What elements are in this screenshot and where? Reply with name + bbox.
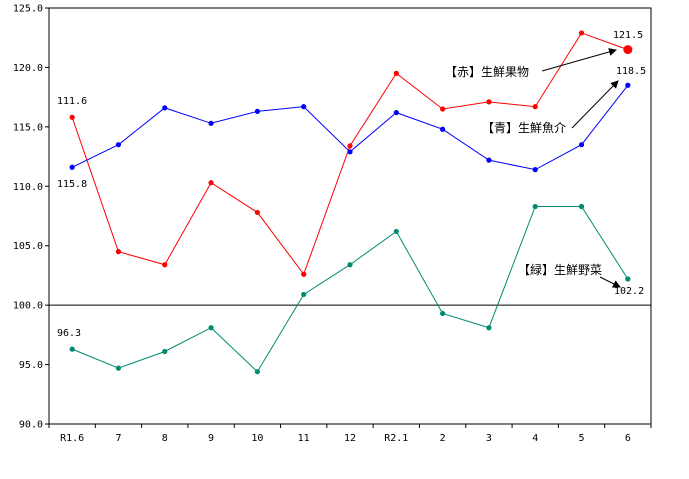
y-tick-label: 110.0 — [13, 182, 43, 193]
x-tick-label: 4 — [532, 433, 538, 444]
x-tick-label: R2.1 — [384, 433, 408, 444]
y-tick-label: 115.0 — [13, 122, 43, 133]
x-tick-label: R1.6 — [60, 433, 84, 444]
data-point-red — [393, 70, 399, 76]
data-point-green — [393, 228, 399, 235]
data-point-blue — [440, 126, 446, 132]
series-line-green — [71, 205, 629, 373]
data-point-blue — [486, 157, 492, 163]
data-point-green — [115, 365, 122, 371]
series-name-green: 【緑】生鮮野菜 — [518, 262, 602, 277]
y-tick-label: 90.0 — [19, 420, 43, 431]
x-tick-label: 7 — [115, 433, 121, 444]
data-point-green — [625, 276, 631, 282]
data-point-red — [578, 30, 585, 36]
x-tick-label: 9 — [208, 433, 214, 444]
annotation-arrow-blue — [571, 80, 619, 129]
data-point-blue — [625, 82, 631, 88]
x-tick-label: 6 — [625, 433, 631, 444]
data-point-green — [162, 348, 168, 355]
annotation-arrow-green — [599, 276, 621, 288]
x-tick-label: 12 — [344, 433, 356, 444]
data-point-red — [486, 99, 492, 105]
y-tick-label: 120.0 — [13, 63, 43, 74]
data-label-first-value: 115.8 — [57, 179, 87, 190]
x-tick-label: 8 — [162, 433, 168, 444]
series-name-red: 【赤】生鮮果物 — [445, 65, 529, 79]
data-point-green — [578, 203, 585, 210]
data-point-blue — [208, 120, 214, 126]
x-tick-label: 10 — [251, 433, 263, 444]
data-point-red — [254, 209, 260, 216]
data-point-blue — [347, 149, 353, 155]
data-point-blue — [69, 164, 75, 170]
data-point-blue — [254, 108, 260, 115]
y-tick-label: 105.0 — [13, 241, 43, 252]
data-point-red — [301, 271, 307, 277]
data-point-red — [162, 262, 168, 268]
data-point-red — [208, 180, 214, 186]
data-point-red — [623, 45, 633, 55]
data-point-green — [486, 325, 492, 331]
data-point-green — [440, 310, 446, 317]
y-tick-label: 100.0 — [13, 301, 43, 312]
data-point-red — [532, 104, 538, 110]
plot-area — [48, 7, 652, 425]
y-tick-label: 125.0 — [13, 4, 43, 15]
data-point-green — [254, 369, 260, 375]
data-label-last-value: 102.2 — [614, 286, 644, 297]
data-label-last-value: 118.5 — [616, 66, 646, 77]
y-tick-label: 95.0 — [19, 360, 43, 371]
data-point-green — [347, 262, 353, 268]
data-point-green — [69, 346, 75, 352]
x-tick-label: 11 — [298, 433, 310, 444]
data-point-green — [532, 203, 538, 210]
data-point-red — [69, 114, 75, 120]
data-point-red — [440, 106, 446, 112]
data-point-blue — [162, 105, 168, 111]
data-label-first-value: 96.3 — [57, 328, 81, 339]
data-point-blue — [115, 142, 122, 148]
data-point-blue — [301, 104, 307, 110]
data-point-red — [115, 249, 122, 255]
data-label-first-value: 111.6 — [57, 96, 87, 107]
x-tick-label: 2 — [440, 433, 446, 444]
data-point-blue — [532, 167, 538, 173]
data-label-last-value: 121.5 — [613, 30, 643, 41]
data-point-green — [208, 325, 214, 331]
x-tick-label: 5 — [579, 433, 585, 444]
data-point-red — [347, 143, 353, 149]
data-point-blue — [393, 109, 399, 116]
annotation-arrow-red — [541, 48, 617, 72]
data-point-blue — [578, 142, 585, 148]
x-tick-label: 3 — [486, 433, 492, 444]
series-name-blue: 【青】生鮮魚介 — [482, 121, 566, 135]
data-point-green — [301, 291, 307, 298]
